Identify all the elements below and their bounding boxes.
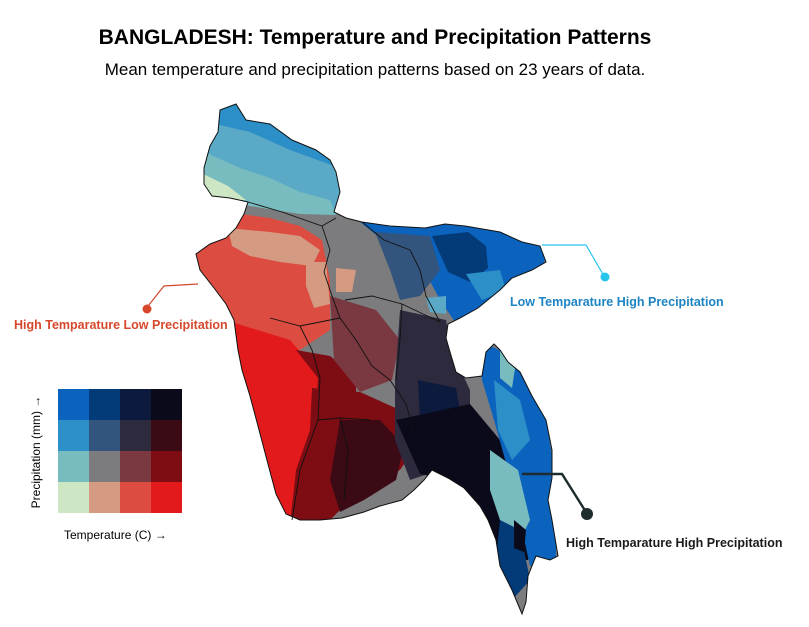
callout-leader-htlp: [142, 283, 199, 314]
legend-swatch: [120, 389, 151, 420]
callout-low-temp-high-precip: Low Temparature High Precipitation: [510, 295, 724, 309]
callout-high-temp-high-precip: High Temparature High Precipitation: [566, 536, 783, 550]
legend-swatch: [120, 451, 151, 482]
map-subtitle: Mean temperature and precipitation patte…: [104, 60, 646, 79]
legend-swatch: [58, 420, 89, 451]
legend-swatch: [58, 451, 89, 482]
legend-swatch: [151, 420, 182, 451]
legend-swatch: [58, 389, 89, 420]
legend-swatch: [58, 482, 89, 513]
map-color-regions: [196, 104, 558, 614]
division-boundaries: [247, 201, 441, 521]
legend-swatch: [151, 389, 182, 420]
bivariate-legend: [58, 389, 182, 513]
legend-x-label: Temperature (C) →: [64, 528, 167, 542]
legend-swatch: [151, 482, 182, 513]
legend-swatch: [120, 420, 151, 451]
legend-swatch: [120, 482, 151, 513]
callout-leader-ltph: [542, 244, 610, 282]
callout-high-temp-low-precip: High Temparature Low Precipitation: [14, 318, 228, 332]
callout-leader-htph: [522, 472, 593, 520]
legend-swatch: [89, 389, 120, 420]
map-title: BANGLADESH: Temperature and Precipitatio…: [98, 26, 652, 49]
legend-y-label: Precipitation (mm) →: [29, 395, 43, 509]
legend-swatch: [89, 420, 120, 451]
legend-swatch: [89, 482, 120, 513]
legend-swatch: [151, 451, 182, 482]
legend-swatch: [89, 451, 120, 482]
